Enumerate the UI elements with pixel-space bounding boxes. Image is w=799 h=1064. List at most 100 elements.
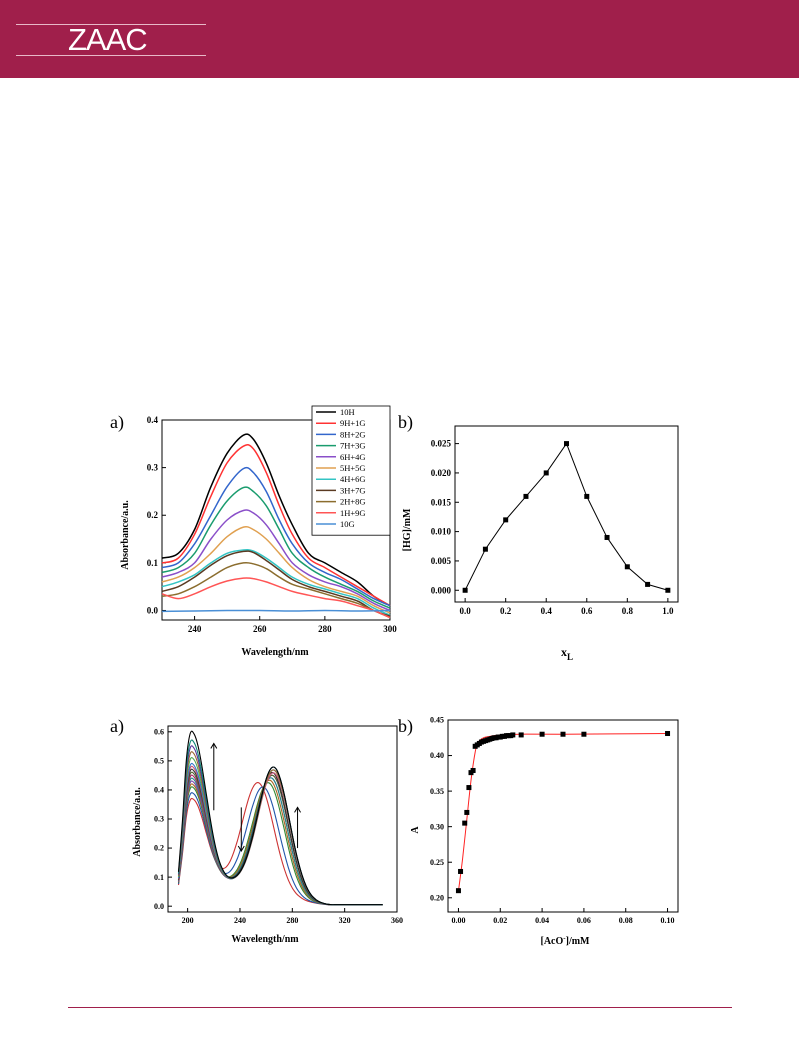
series-line <box>161 550 391 617</box>
x-tick-label: 0.2 <box>500 606 512 616</box>
fit-line <box>458 733 668 891</box>
data-point <box>581 731 587 737</box>
data-point <box>464 809 470 815</box>
y-tick-label: 0.1 <box>154 873 164 882</box>
arrow-head <box>237 845 245 852</box>
series-line <box>161 466 391 607</box>
legend-label: 2H+8G <box>340 497 366 507</box>
y-tick-label: 0.3 <box>154 815 164 824</box>
x-tick-label: 1.0 <box>662 606 674 616</box>
legend-label: 4H+6G <box>340 474 366 484</box>
y-tick-label: 0.0 <box>147 605 159 615</box>
legend-label: 9H+1G <box>340 418 366 428</box>
uv-titration-chart-top: a) 240 260 280 300 0.0 0.1 0.2 0.3 0.4 10H9H+1G8H… <box>110 405 397 658</box>
y-tick-label: 0.025 <box>431 439 452 449</box>
x-tick-label: 0.4 <box>541 606 553 616</box>
y-tick-label: 0.020 <box>431 468 452 478</box>
series-line <box>161 443 391 607</box>
data-point <box>462 820 468 826</box>
data-point <box>564 441 569 447</box>
data-point <box>470 767 476 773</box>
x-tick-label: 260 <box>253 624 267 634</box>
y-tick-label: 0.6 <box>154 727 164 736</box>
y-tick-label: 0.5 <box>154 757 164 766</box>
x-axis-label: xL <box>561 645 573 662</box>
y-tick-label: 0.0 <box>154 902 164 911</box>
x-tick-label: 320 <box>339 916 351 925</box>
data-point <box>665 731 671 737</box>
legend-label: 10H <box>340 407 355 417</box>
y-tick-label: 0.005 <box>431 556 452 566</box>
job-plot-chart: b) 0.0 0.2 0.4 0.6 0.8 1.0 0.000 0.005 0.010 0.01… <box>398 412 679 662</box>
panel-label: b) <box>398 412 413 433</box>
header-rule-bottom <box>16 55 206 56</box>
series-line <box>161 525 391 614</box>
plot-area: 200 240 280 320 360 0.0 0.1 0.2 0.3 0.4 0.5 0.6 <box>154 725 403 925</box>
y-axis-label: Absorbance/a.u. <box>120 500 131 570</box>
data-point <box>665 587 671 593</box>
x-tick-label: 280 <box>318 624 332 634</box>
data-point <box>455 888 461 894</box>
x-tick-label: 360 <box>391 916 403 925</box>
x-axis-label: Wavelength/nm <box>241 647 309 658</box>
legend-label: 6H+4G <box>340 452 366 462</box>
uv-titration-chart-bottom: a) 200 240 280 320 3600.00.10.20.30.40.50.6 … <box>110 716 403 945</box>
data-point <box>584 493 590 499</box>
y-tick-label: 0.45 <box>430 716 444 725</box>
legend-label: 5H+5G <box>340 463 366 473</box>
x-tick-label: 200 <box>182 916 194 925</box>
journal-logo: ZAAC <box>68 22 148 57</box>
series-line <box>161 549 391 616</box>
data-point <box>510 732 516 738</box>
x-tick-label: 300 <box>383 624 397 634</box>
y-tick-label: 0.30 <box>430 822 444 831</box>
x-tick-label: 0.10 <box>661 916 675 925</box>
plot-area: 0.00 0.02 0.04 0.06 0.08 0.10 0.20 0.25 0.30 0.35… <box>430 716 679 925</box>
data-point <box>604 534 610 540</box>
series-line <box>177 730 383 906</box>
series-line <box>161 577 391 619</box>
panel-label: a) <box>110 412 124 433</box>
journal-header: ZAAC <box>0 0 799 78</box>
x-tick-label: 0.02 <box>493 916 507 925</box>
legend-label: 3H+7G <box>340 485 366 495</box>
data-point <box>466 785 472 791</box>
x-tick-label: 240 <box>188 624 202 634</box>
arrow-head <box>210 742 218 749</box>
x-axis-label: Wavelength/nm <box>231 934 299 945</box>
arrow-head <box>294 806 301 813</box>
y-tick-label: 0.000 <box>431 585 452 595</box>
series-line <box>161 433 391 607</box>
x-tick-label: 0.8 <box>622 606 634 616</box>
y-tick-label: 0.2 <box>154 844 164 853</box>
y-tick-label: 0.35 <box>430 787 444 796</box>
x-tick-label: 280 <box>286 916 298 925</box>
series-line <box>161 609 391 613</box>
data-point <box>624 564 630 570</box>
series-line <box>161 486 391 609</box>
legend-label: 8H+2G <box>340 429 366 439</box>
data-point <box>645 581 651 587</box>
series-line <box>464 442 669 591</box>
y-tick-label: 0.1 <box>147 558 159 568</box>
axes-frame <box>454 425 679 603</box>
series-line <box>161 561 391 619</box>
data-point <box>518 732 524 738</box>
y-axis-label: [HG]/mM <box>402 508 413 551</box>
y-tick-label: 0.3 <box>147 463 159 473</box>
series-line <box>161 509 391 612</box>
y-axis-label: Absorbance/a.u. <box>132 787 143 857</box>
y-tick-label: 0.40 <box>430 751 444 760</box>
y-axis-label: A <box>410 826 421 834</box>
y-tick-label: 0.2 <box>147 510 159 520</box>
axes-frame <box>447 719 679 913</box>
x-tick-label: 240 <box>234 916 246 925</box>
y-tick-label: 0.010 <box>431 527 452 537</box>
data-point <box>482 546 488 552</box>
y-tick-label: 0.20 <box>430 893 444 902</box>
x-tick-label: 0.08 <box>619 916 633 925</box>
x-tick-label: 0.04 <box>535 916 549 925</box>
x-tick-label: 0.06 <box>577 916 591 925</box>
data-point <box>539 731 545 737</box>
x-tick-label: 0.00 <box>451 916 465 925</box>
